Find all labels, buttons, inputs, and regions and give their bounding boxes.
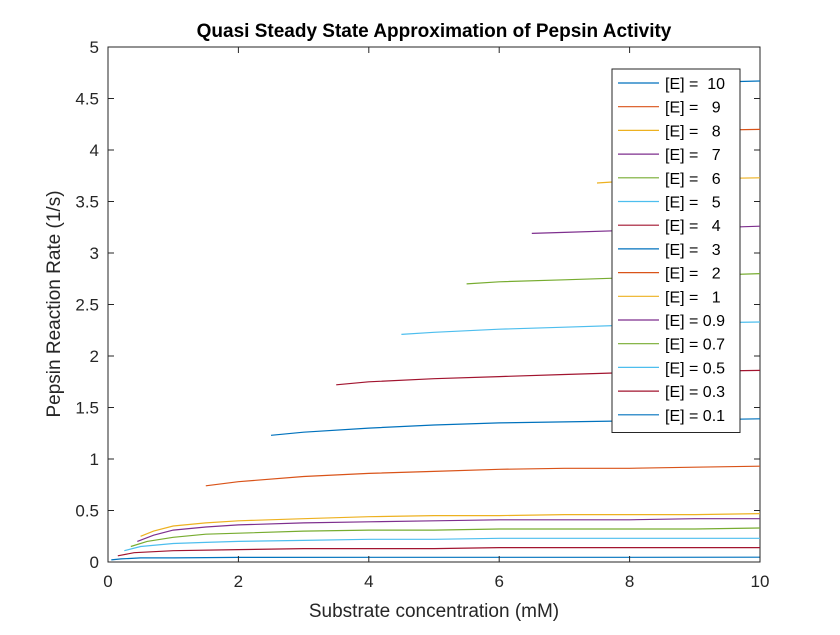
legend-label: [E] = 7 — [665, 147, 721, 164]
series-line-12 — [124, 537, 760, 552]
x-axis-label: Substrate concentration (mM) — [309, 601, 559, 622]
y-tick-label: 3 — [90, 244, 99, 263]
legend-label: [E] = 5 — [665, 195, 721, 212]
x-tick-label: 10 — [751, 572, 770, 591]
legend-label: [E] = 0.9 — [665, 313, 725, 330]
y-tick-label: 3.5 — [75, 193, 99, 212]
y-tick-label: 2 — [90, 347, 99, 366]
legend-label: [E] = 1 — [665, 289, 721, 306]
legend-label: [E] = 9 — [665, 100, 721, 117]
y-tick-label: 1 — [90, 450, 99, 469]
legend-label: [E] = 6 — [665, 171, 721, 188]
x-tick-label: 0 — [103, 572, 112, 591]
axes-layer: 0 2 4 6 8 10 0 0.5 1 1.5 2 2.5 3 3.5 4 4.5 5 — [75, 38, 769, 591]
x-tick-label: 4 — [364, 572, 373, 591]
legend-box — [611, 68, 741, 433]
y-tick-label: 2.5 — [75, 296, 99, 315]
x-tick-label: 6 — [494, 572, 503, 591]
series-line-8 — [205, 465, 761, 487]
y-axis-label: Pepsin Reaction Rate (1/s) — [44, 190, 65, 417]
y-tick-label: 1.5 — [75, 399, 99, 418]
y-tick-label: 4 — [90, 141, 99, 160]
legend-label: [E] = 3 — [665, 242, 721, 259]
legend-label: [E] = 4 — [665, 218, 721, 235]
legend-label: [E] = 0.1 — [665, 408, 725, 425]
y-tick-label: 4.5 — [75, 90, 99, 109]
chart-title: Quasi Steady State Approximation of Peps… — [197, 21, 672, 42]
x-tick-label: 8 — [625, 572, 634, 591]
legend-label: [E] = 2 — [665, 266, 721, 283]
y-tick-label: 5 — [90, 38, 99, 57]
series-line-13 — [117, 546, 760, 557]
series-line-9 — [140, 513, 761, 537]
y-tick-label: 0 — [90, 553, 99, 572]
series-line-11 — [130, 527, 761, 548]
legend: [E] = 10 [E] = 9 [E] = 8 [E] = 7 [E] = 6 [E] … — [611, 68, 741, 433]
x-tick-label: 2 — [234, 572, 243, 591]
legend-label: [E] = 0.3 — [665, 384, 725, 401]
legend-label: [E] = 0.5 — [665, 360, 725, 377]
legend-label: [E] = 0.7 — [665, 337, 725, 354]
legend-label: [E] = 10 — [665, 76, 725, 93]
series-line-10 — [137, 518, 760, 542]
y-tick-label: 0.5 — [75, 502, 99, 521]
legend-label: [E] = 8 — [665, 123, 721, 140]
